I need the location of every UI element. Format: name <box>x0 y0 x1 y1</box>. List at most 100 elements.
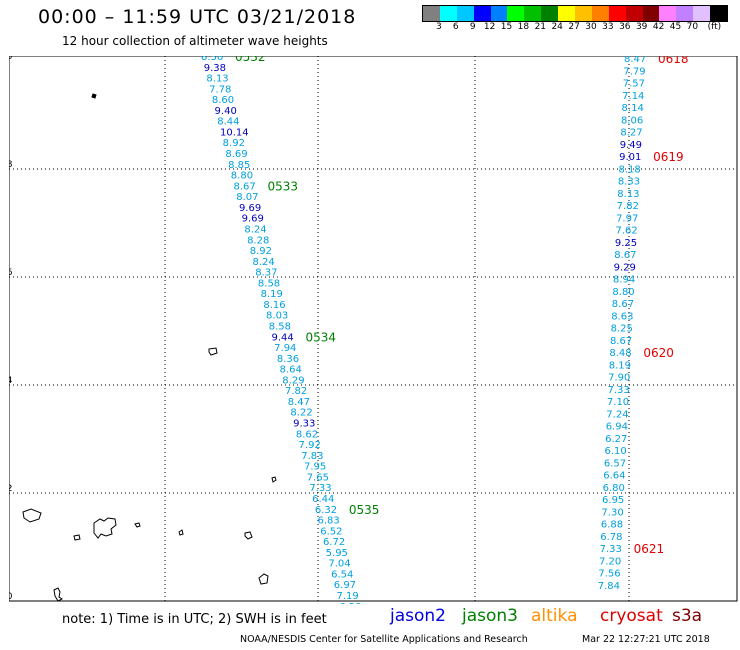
wave-height-value: 8.67 <box>234 181 256 192</box>
colorbar-swatch <box>575 6 592 21</box>
wave-height-value: 6.94 <box>606 422 628 433</box>
wave-height-value: 8.67 <box>614 250 636 261</box>
wave-height-value: 7.94 <box>274 343 296 354</box>
wave-height-value: 8.18 <box>619 164 641 175</box>
map-title: 00:00 – 11:59 UTC 03/21/2018 <box>38 6 357 28</box>
wave-height-value: 7.30 <box>601 507 623 518</box>
colorbar-swatch <box>439 6 457 21</box>
pass-time-label: 0619 <box>653 150 684 164</box>
island-outline <box>22 508 42 523</box>
island-outline <box>208 347 218 356</box>
wave-height-value: 8.80 <box>231 171 253 182</box>
wave-height-map: 201816141210 165168171174177 8.369.388.1… <box>9 56 738 604</box>
wave-height-value: 8.44 <box>217 117 239 128</box>
generated-timestamp: Mar 22 12:27:21 UTC 2018 <box>582 634 710 645</box>
colorbar-label: 6 <box>452 22 459 32</box>
colorbar-label: 27 <box>568 22 580 32</box>
wave-height-value: 7.33 <box>600 544 622 555</box>
wave-height-value: 9.33 <box>293 419 315 430</box>
pass-time-label: 0532 <box>235 56 266 64</box>
wave-height-value: 6.52 <box>320 526 342 537</box>
wave-height-value: 9.29 <box>614 262 636 273</box>
wave-height-value: 6.32 <box>315 505 337 516</box>
island-outline <box>258 573 269 585</box>
colorbar-swatch <box>710 6 728 21</box>
wave-height-value: 8.69 <box>225 149 247 160</box>
credit-line: NOAA/NESDIS Center for Satellite Applica… <box>240 634 528 645</box>
satellite-tracks: 8.369.388.137.788.609.408.4410.148.928.6… <box>201 56 689 604</box>
colorbar-label: 9 <box>469 22 476 32</box>
wave-height-value: 9.44 <box>271 332 293 343</box>
wave-height-value: 8.60 <box>212 95 234 106</box>
wave-height-value: 6.88 <box>601 520 623 531</box>
wave-height-value: 7.19 <box>337 591 359 602</box>
wave-height-value: 7.79 <box>623 66 645 77</box>
pass-time-label: 0620 <box>643 346 674 360</box>
wave-height-colorbar <box>422 5 729 22</box>
colorbar-swatch <box>591 6 609 21</box>
island-outline <box>244 531 253 540</box>
latitude-label: 12 <box>9 484 12 494</box>
colorbar-labels: 3 6 9 12 15 18 21 24 27 30 33 36 39 42 45 70 (ft) <box>422 22 740 34</box>
wave-height-value: 8.33 <box>618 177 640 188</box>
wave-height-value: 6.80 <box>603 483 625 494</box>
wave-height-value: 7.95 <box>304 462 326 473</box>
colorbar-label: 33 <box>602 22 614 32</box>
wave-height-value: 7.84 <box>598 581 620 592</box>
wave-height-value: 7.14 <box>622 91 644 102</box>
wave-height-value: 8.16 <box>263 300 285 311</box>
colorbar-label: 45 <box>669 22 682 32</box>
wave-height-value: 8.85 <box>228 160 250 171</box>
colorbar-swatch <box>642 6 660 21</box>
colorbar-swatch <box>507 6 525 21</box>
wave-height-value: 8.48 <box>609 348 631 359</box>
wave-height-value: 7.92 <box>299 440 321 451</box>
island-outline <box>178 529 184 536</box>
wave-height-value: 8.14 <box>622 103 644 114</box>
land-outlines <box>22 93 277 602</box>
colorbar-label: 30 <box>585 22 597 32</box>
colorbar-swatch <box>558 6 576 21</box>
wave-height-value: 8.36 <box>277 354 299 365</box>
wave-height-value: 9.49 <box>620 140 642 151</box>
wave-height-value: 8.37 <box>255 268 277 279</box>
island-outline <box>91 93 97 99</box>
colorbar-label: 70 <box>686 22 699 32</box>
lat-lon-grid <box>9 56 737 601</box>
colorbar-label: 12 <box>483 22 496 32</box>
colorbar-swatch <box>608 6 626 21</box>
wave-height-value: 8.03 <box>266 311 288 322</box>
colorbar-swatch <box>423 6 440 21</box>
wave-height-value: 6.97 <box>334 580 356 591</box>
wave-height-value: 8.28 <box>247 235 269 246</box>
wave-height-value: 5.95 <box>326 548 348 559</box>
colorbar-swatch <box>676 6 694 21</box>
wave-height-value: 8.47 <box>288 397 310 408</box>
left-track: 8.369.388.137.788.609.408.4410.148.928.6… <box>201 56 379 604</box>
latitude-label: 18 <box>9 160 13 170</box>
wave-height-value: 8.24 <box>244 224 266 235</box>
colorbar-label: 3 <box>436 22 442 32</box>
colorbar-label: 42 <box>652 22 665 32</box>
colorbar-label: 18 <box>517 22 530 32</box>
island-outline <box>271 476 277 483</box>
wave-height-value: 6.83 <box>318 516 340 527</box>
wave-height-value: 8.29 <box>282 375 304 386</box>
wave-height-value: 8.36 <box>201 56 223 63</box>
wave-height-value: 7.57 <box>623 79 645 90</box>
wave-height-value: 6.64 <box>603 471 625 482</box>
wave-height-value: 9.69 <box>242 214 264 225</box>
wave-height-value: 8.13 <box>617 189 639 200</box>
wave-height-value: 7.83 <box>301 451 323 462</box>
latitude-label: 16 <box>9 268 13 278</box>
map-frame <box>9 56 738 602</box>
wave-height-value: 8.62 <box>296 429 318 440</box>
wave-height-value: 8.67 <box>612 299 634 310</box>
wave-height-value: 8.24 <box>252 257 274 268</box>
island-outline <box>134 522 141 528</box>
colorbar-swatch <box>456 6 474 21</box>
wave-height-value: 7.82 <box>285 386 307 397</box>
wave-height-value: 6.27 <box>605 434 627 445</box>
legend-altika: altika <box>531 606 578 626</box>
wave-height-value: 8.80 <box>612 287 634 298</box>
